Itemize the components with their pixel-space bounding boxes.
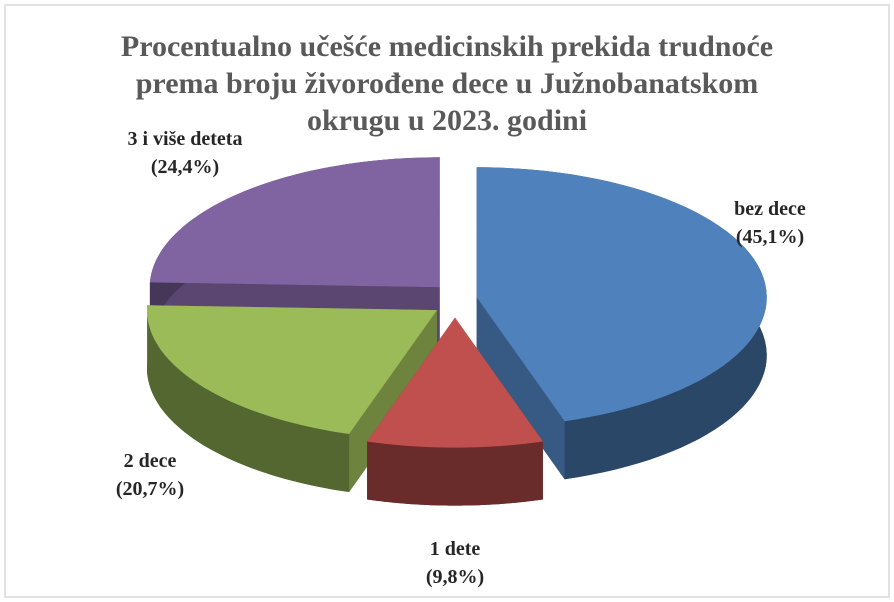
slice-wall: [147, 305, 350, 492]
data-label-name: 1 dete: [430, 538, 481, 560]
slice-wall: [367, 441, 543, 506]
slice: [476, 167, 767, 422]
data-label-value: (45,1%): [736, 226, 804, 248]
slice-side: [476, 297, 565, 480]
chart-title: Procentualno učešće medicinskih prekida …: [120, 30, 774, 137]
data-label-value: (24,4%): [151, 156, 219, 178]
chart-frame: [4, 4, 890, 598]
data-label-name: 3 i više deteta: [128, 128, 243, 150]
data-label-name: 2 dece: [124, 450, 177, 472]
slice: [367, 317, 543, 448]
data-label-name: bez dece: [734, 198, 806, 220]
data-label-value: (9,8%): [426, 566, 484, 588]
slice: [147, 305, 437, 434]
data-label-value: (20,7%): [116, 478, 184, 500]
slice: [149, 157, 440, 288]
